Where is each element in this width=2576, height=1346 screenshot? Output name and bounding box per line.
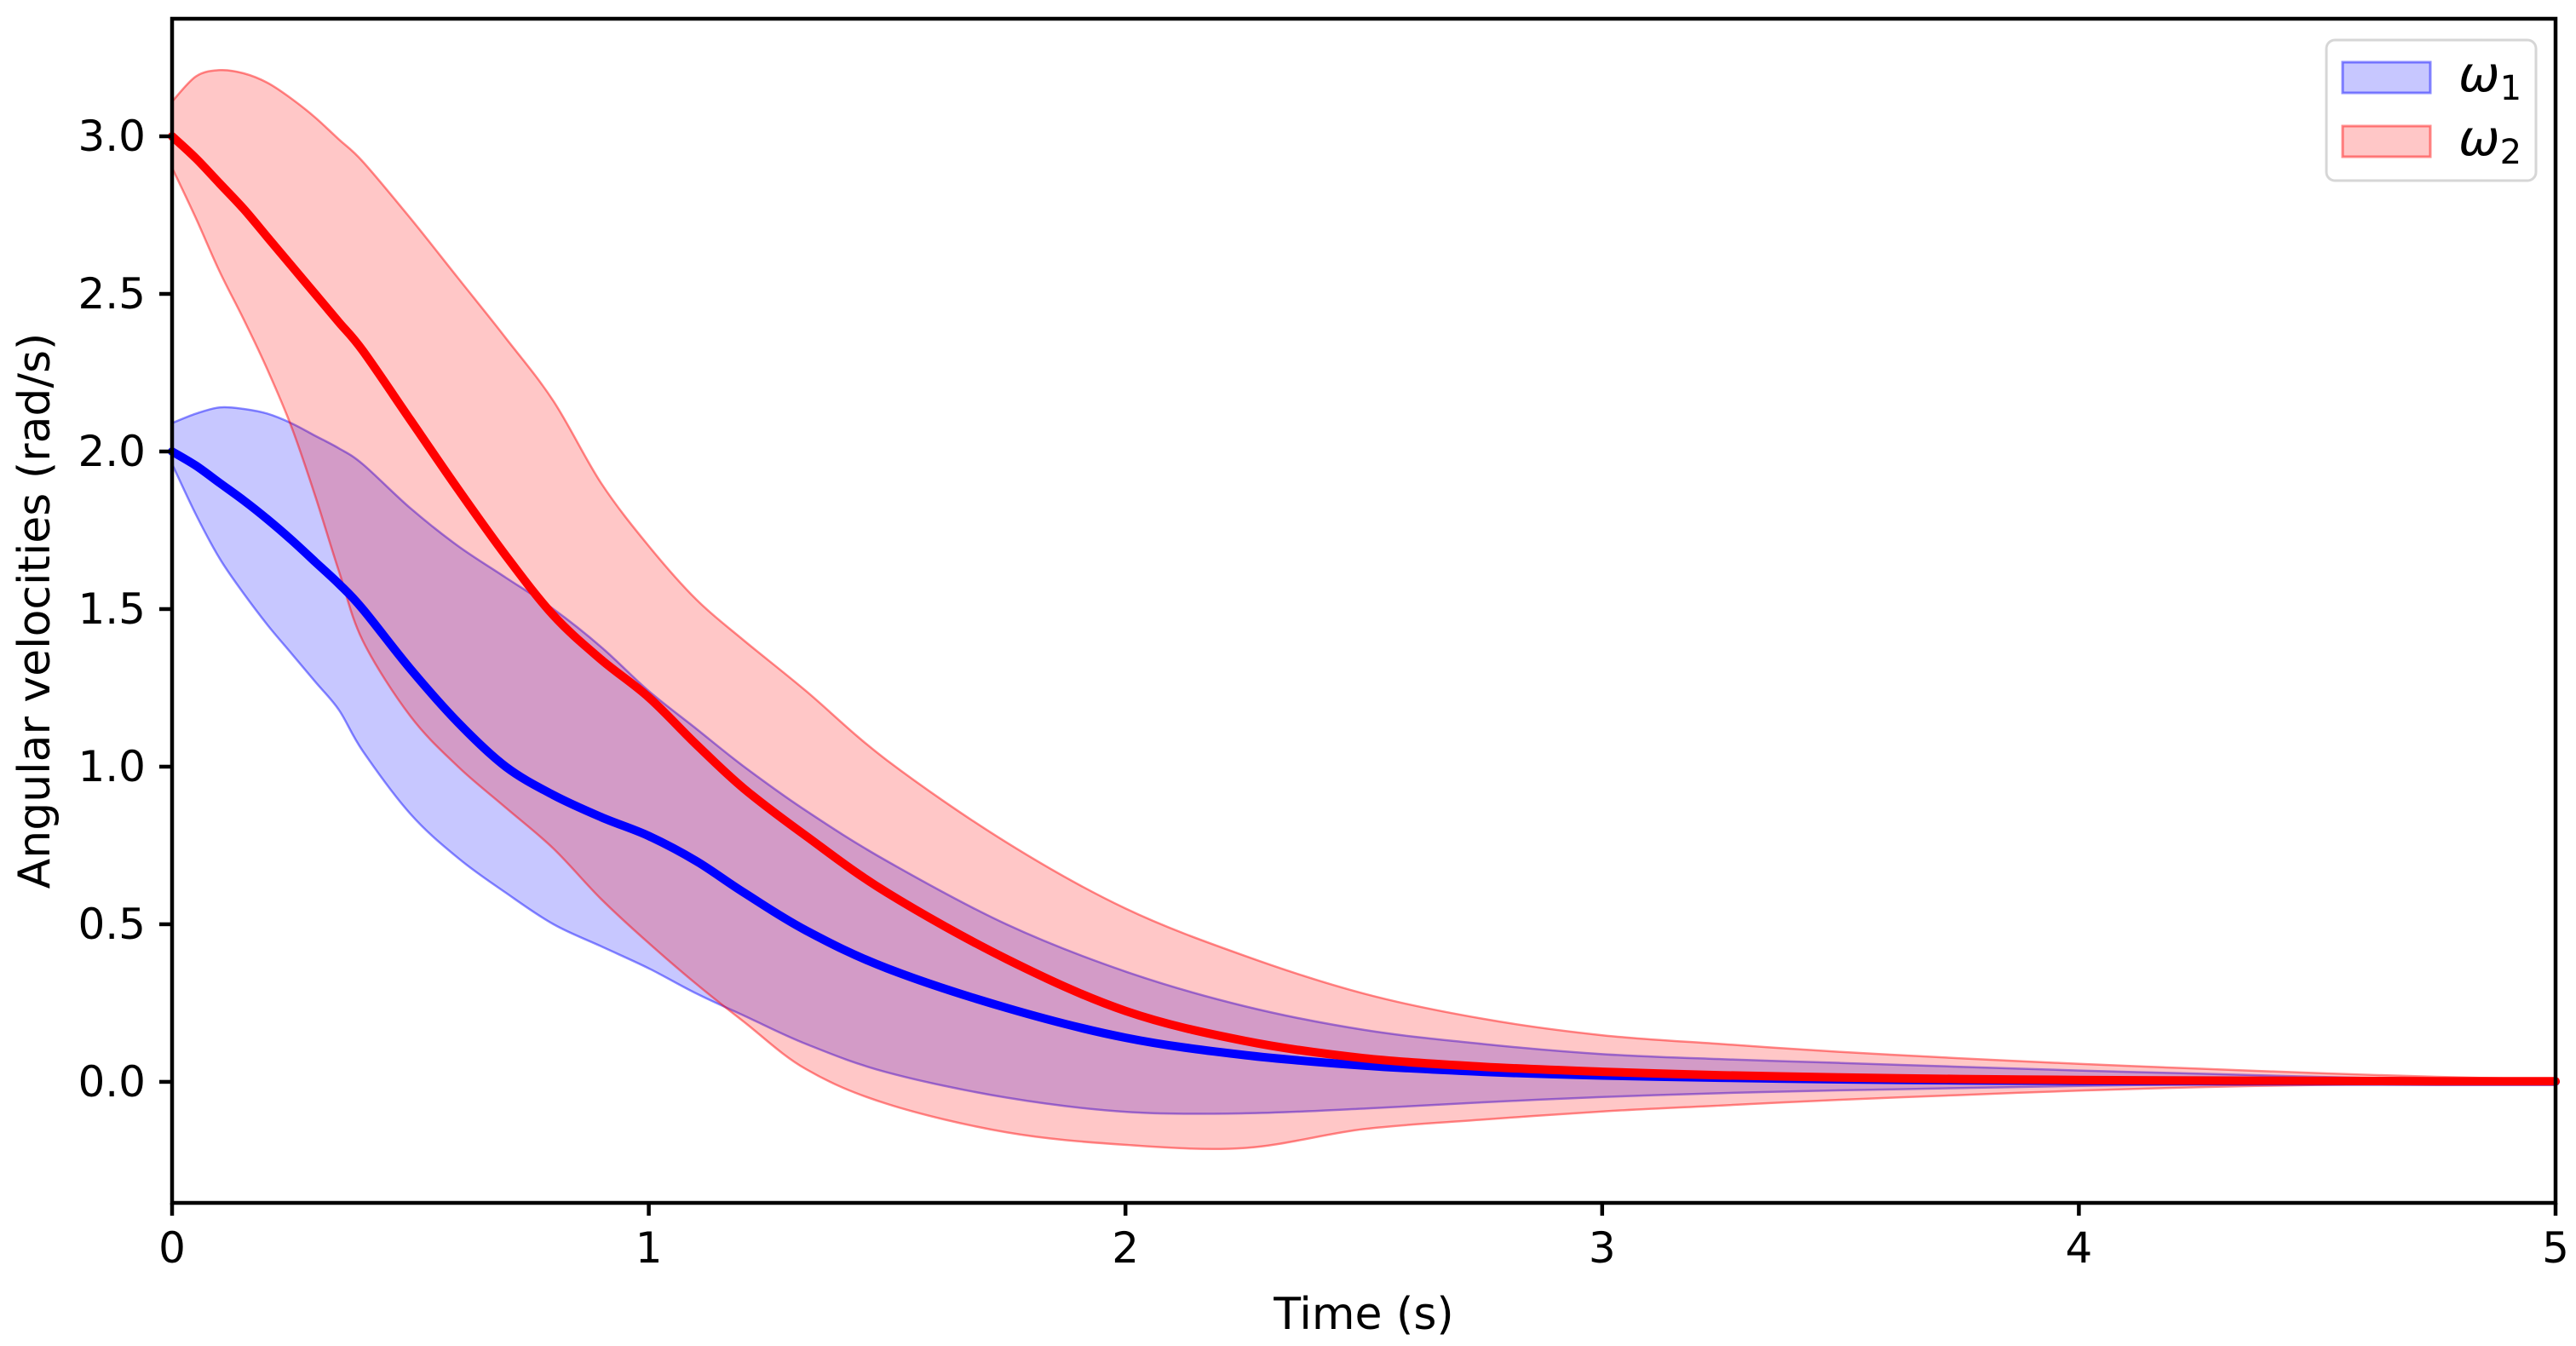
x-tick-label-3: 3 [1589, 1223, 1616, 1273]
legend-box [2325, 38, 2538, 182]
x-tick-label-1: 1 [635, 1223, 663, 1273]
y-tick-label-0.5: 0.5 [78, 900, 146, 949]
x-tick-label-4: 4 [2065, 1223, 2092, 1273]
y-tick-label-0.0: 0.0 [78, 1057, 146, 1107]
y-tick-label-2.0: 2.0 [78, 427, 146, 476]
legend-label-omega2: ω2 [2458, 109, 2521, 172]
legend-swatch-omega1 [2341, 60, 2432, 95]
x-tick-label-2: 2 [1112, 1223, 1139, 1273]
y-tick-label-1.0: 1.0 [78, 742, 146, 791]
x-tick-label-5: 5 [2542, 1223, 2569, 1273]
legend-swatch-omega2 [2341, 124, 2432, 158]
omega2-line [168, 132, 2560, 1086]
x-tick-label-0: 0 [158, 1223, 186, 1273]
x-axis-title: Time (s) [1273, 1289, 1453, 1340]
legend-label-omega1: ω1 [2458, 45, 2521, 108]
omega2-band [170, 68, 2557, 1151]
y-tick-label-2.5: 2.5 [78, 269, 146, 319]
y-axis-title: Angular velocities (rad/s) [9, 333, 60, 889]
y-tick-label-1.5: 1.5 [78, 584, 146, 634]
y-tick-label-3.0: 3.0 [78, 112, 146, 161]
